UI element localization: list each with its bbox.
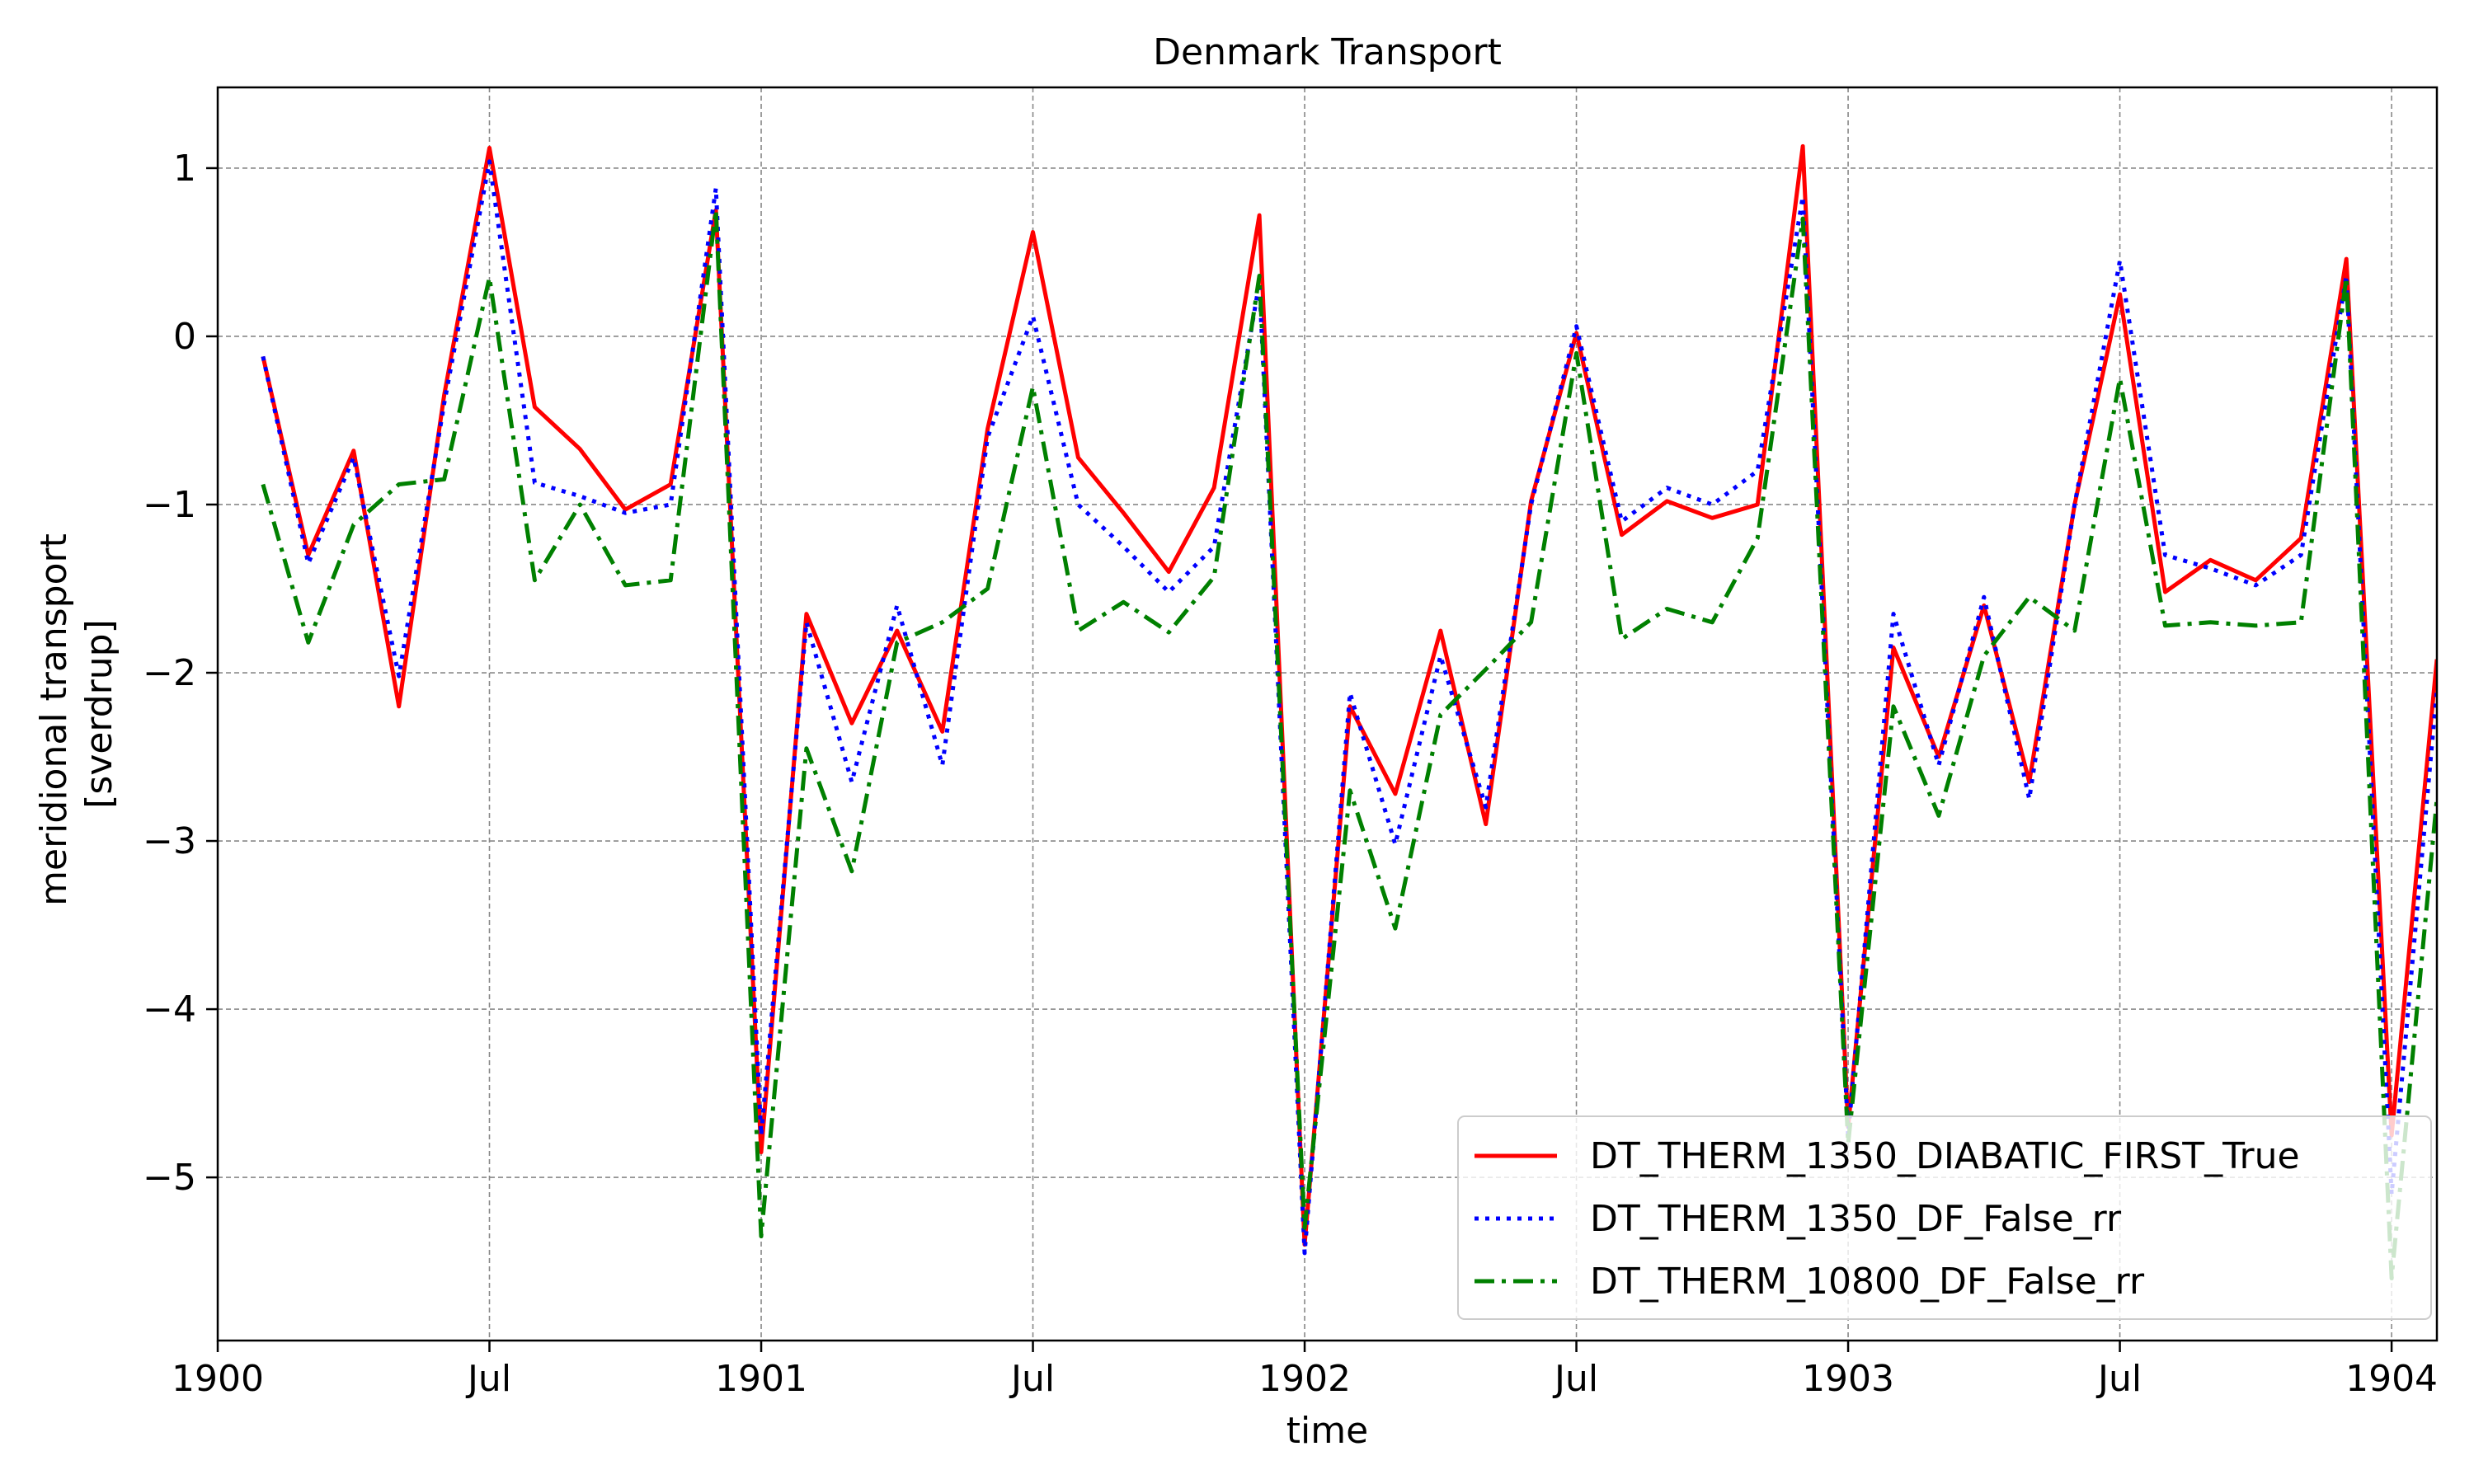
axis-ticks: 1900 Jul 1901 Jul 1902 Jul 1903 Jul 1904 1 0 −1 −2 −3… bbox=[143, 148, 2438, 1400]
x-axis-label: time bbox=[1286, 1410, 1368, 1452]
y-tick-label: 0 bbox=[173, 316, 196, 358]
chart-title: Denmark Transport bbox=[1153, 31, 1502, 73]
x-tick-label: 1904 bbox=[2345, 1358, 2438, 1400]
legend-label-3: DT_THERM_10800_DF_False_rr bbox=[1590, 1261, 2145, 1303]
legend: DT_THERM_1350_DIABATIC_FIRST_True DT_THER… bbox=[1457, 1115, 2432, 1320]
y-axis-label-line-1: meridional transport bbox=[33, 533, 75, 906]
series-line-2 bbox=[261, 159, 2437, 1256]
y-tick-label: −5 bbox=[143, 1157, 196, 1199]
y-tick-label: −3 bbox=[143, 820, 196, 862]
series-line-3 bbox=[261, 208, 2437, 1280]
legend-box bbox=[1457, 1115, 2432, 1320]
x-tick-label: 1901 bbox=[715, 1358, 807, 1400]
x-tick-label: 1903 bbox=[1802, 1358, 1894, 1400]
x-tick-label: Jul bbox=[1009, 1358, 1055, 1400]
series-layer bbox=[261, 143, 2437, 1280]
y-tick-label: −4 bbox=[143, 989, 196, 1031]
y-tick-label: 1 bbox=[173, 148, 196, 190]
plot-frame bbox=[216, 86, 2439, 1342]
y-axis-label: meridional transport [sverdrup] bbox=[33, 522, 120, 906]
y-tick-label: −2 bbox=[143, 652, 196, 694]
x-tick-label: Jul bbox=[1552, 1358, 1598, 1400]
y-tick-label: −1 bbox=[143, 484, 196, 526]
x-tick-label: Jul bbox=[465, 1358, 511, 1400]
legend-label-1: DT_THERM_1350_DIABATIC_FIRST_True bbox=[1590, 1135, 2300, 1177]
x-tick-label: 1902 bbox=[1258, 1358, 1351, 1400]
x-tick-label: 1900 bbox=[172, 1358, 264, 1400]
y-axis-label-line-2: [sverdrup] bbox=[78, 619, 120, 809]
legend-label-2: DT_THERM_1350_DF_False_rr bbox=[1590, 1198, 2122, 1240]
x-tick-label: Jul bbox=[2095, 1358, 2142, 1400]
